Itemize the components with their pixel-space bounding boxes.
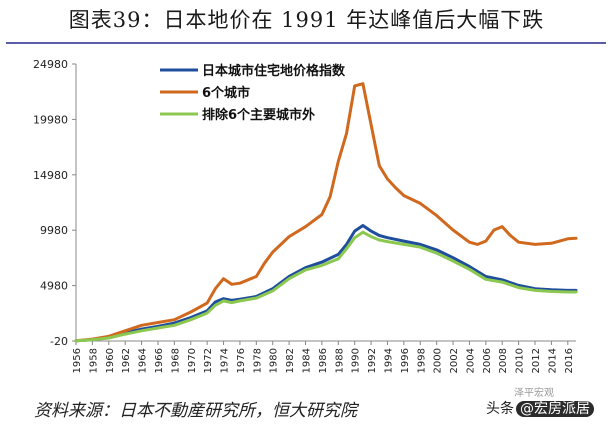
x-tick-label: 1968 bbox=[170, 348, 181, 373]
x-tick-label: 1974 bbox=[220, 348, 231, 373]
x-tick-label: 1994 bbox=[383, 348, 394, 373]
series-line-2 bbox=[74, 82, 578, 343]
title-underline bbox=[6, 42, 606, 44]
x-tick-label: 1960 bbox=[105, 348, 116, 373]
x-tick-label: 1956 bbox=[72, 348, 83, 373]
x-tick-label: 1962 bbox=[121, 348, 132, 373]
x-tick-label: 1976 bbox=[236, 348, 247, 373]
x-tick-label: 1978 bbox=[252, 348, 263, 373]
series-line-1 bbox=[74, 224, 578, 343]
y-tick-label: -20 bbox=[50, 335, 68, 348]
watermark-handle: @宏房派居 bbox=[516, 401, 594, 417]
x-tick-label: 1964 bbox=[138, 348, 149, 373]
x-tick-label: 1958 bbox=[88, 348, 99, 373]
x-tick-label: 2002 bbox=[449, 348, 460, 373]
watermark-prefix: 头条 bbox=[486, 401, 514, 417]
x-tick-label: 1970 bbox=[187, 348, 198, 373]
source-note: 资料来源：日本不動産研究所，恒大研究院 bbox=[34, 401, 357, 421]
x-tick-label: 1984 bbox=[302, 348, 313, 373]
x-tick-label: 2014 bbox=[547, 348, 558, 373]
x-tick-label: 1972 bbox=[203, 348, 214, 373]
x-tick-label: 2000 bbox=[433, 348, 444, 373]
y-tick-label: 4980 bbox=[40, 280, 68, 293]
y-tick-label: 24980 bbox=[33, 58, 68, 71]
x-tick-label: 2008 bbox=[498, 348, 509, 373]
legend-label-2: 6个城市 bbox=[202, 85, 250, 101]
x-tick-label: 1998 bbox=[416, 348, 427, 373]
x-tick-label: 2016 bbox=[564, 348, 575, 373]
watermark-sub: 泽平宏观 bbox=[514, 388, 554, 399]
series-line-3 bbox=[74, 230, 578, 343]
x-tick-label: 1988 bbox=[334, 348, 345, 373]
x-tick-label: 2004 bbox=[465, 348, 476, 373]
x-tick-label: 1966 bbox=[154, 348, 165, 373]
x-tick-label: 1980 bbox=[269, 348, 280, 373]
x-tick-label: 1992 bbox=[367, 348, 378, 373]
y-tick-label: 14980 bbox=[33, 169, 68, 182]
chart-title: 图表39：日本地价在 1991 年达峰值后大幅下跌 bbox=[68, 8, 545, 32]
x-tick-label: 1982 bbox=[285, 348, 296, 373]
x-tick-label: 1986 bbox=[318, 348, 329, 373]
x-tick-label: 2010 bbox=[515, 348, 526, 373]
watermark: 头条 @宏房派居 泽平宏观 bbox=[486, 388, 594, 418]
legend-label-1: 日本城市住宅地价格指数 bbox=[202, 63, 346, 79]
y-tick-label: 19980 bbox=[33, 113, 68, 126]
x-tick-label: 2012 bbox=[531, 348, 542, 373]
legend-label-3: 排除6个主要城市外 bbox=[202, 107, 315, 123]
line-chart: -20 4980 9980 14980 19980 24980 1956 1958 1960 19… bbox=[33, 58, 578, 373]
x-tick-label: 1990 bbox=[351, 348, 362, 373]
x-tick-label: 1996 bbox=[400, 348, 411, 373]
x-tick-label: 2006 bbox=[482, 348, 493, 373]
y-tick-label: 9980 bbox=[40, 224, 68, 237]
